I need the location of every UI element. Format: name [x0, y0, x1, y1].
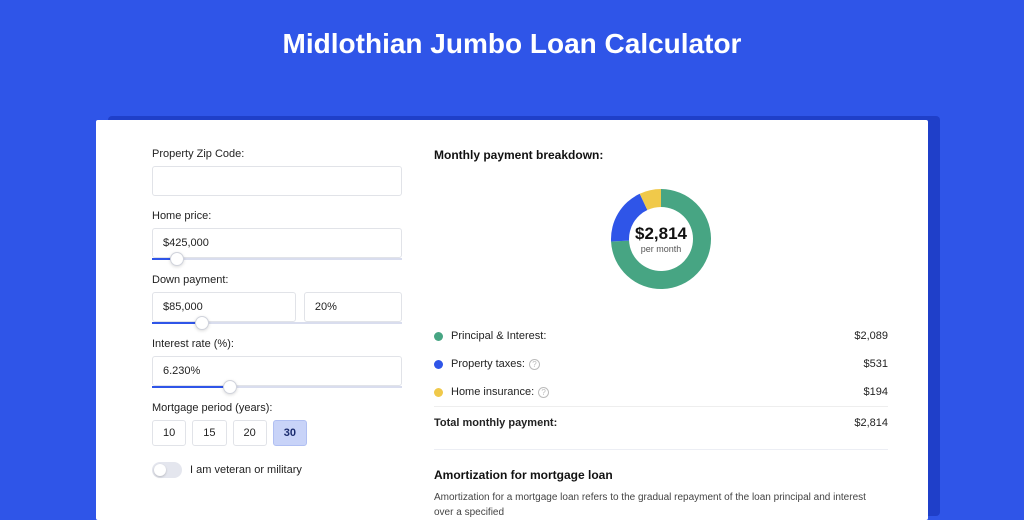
- inputs-panel: Property Zip Code: Home price: Down paym…: [152, 148, 402, 520]
- breakdown-value-total: $2,814: [854, 417, 888, 429]
- period-btn-10[interactable]: 10: [152, 420, 186, 446]
- interest-rate-label: Interest rate (%):: [152, 338, 402, 350]
- home-price-slider[interactable]: [152, 258, 402, 260]
- interest-rate-slider-fill: [152, 386, 230, 388]
- home-price-field-group: Home price:: [152, 210, 402, 260]
- dot-taxes: [434, 360, 443, 369]
- interest-rate-field-group: Interest rate (%):: [152, 338, 402, 388]
- dot-insurance: [434, 388, 443, 397]
- breakdown-label-insurance: Home insurance: ?: [451, 386, 864, 398]
- breakdown-row-insurance: Home insurance: ? $194: [434, 378, 888, 406]
- donut-subtext: per month: [635, 244, 687, 254]
- down-payment-field-group: Down payment:: [152, 274, 402, 324]
- veteran-toggle-row: I am veteran or military: [152, 462, 402, 478]
- period-btn-20[interactable]: 20: [233, 420, 267, 446]
- breakdown-title: Monthly payment breakdown:: [434, 148, 888, 162]
- breakdown-row-principal: Principal & Interest: $2,089: [434, 322, 888, 350]
- interest-rate-slider[interactable]: [152, 386, 402, 388]
- veteran-toggle-label: I am veteran or military: [190, 464, 302, 476]
- breakdown-row-total: Total monthly payment: $2,814: [434, 406, 888, 437]
- mortgage-period-field-group: Mortgage period (years): 10 15 20 30: [152, 402, 402, 446]
- breakdown-row-taxes: Property taxes: ? $531: [434, 350, 888, 378]
- zip-label: Property Zip Code:: [152, 148, 402, 160]
- breakdown-label-total: Total monthly payment:: [434, 417, 854, 429]
- veteran-toggle-knob: [154, 464, 166, 476]
- divider: [434, 449, 888, 450]
- calculator-card: Property Zip Code: Home price: Down paym…: [96, 120, 928, 520]
- info-icon[interactable]: ?: [529, 359, 540, 370]
- down-payment-input[interactable]: [152, 292, 296, 322]
- donut-wrap: $2,814 per month: [434, 176, 888, 302]
- home-price-input[interactable]: [152, 228, 402, 258]
- results-panel: Monthly payment breakdown: $2,814 per mo…: [402, 148, 888, 520]
- breakdown-label-taxes: Property taxes: ?: [451, 358, 864, 370]
- payment-donut: $2,814 per month: [598, 176, 724, 302]
- veteran-toggle[interactable]: [152, 462, 182, 478]
- info-icon[interactable]: ?: [538, 387, 549, 398]
- mortgage-period-label: Mortgage period (years):: [152, 402, 402, 414]
- period-btn-30[interactable]: 30: [273, 420, 307, 446]
- down-payment-slider-thumb[interactable]: [195, 316, 209, 330]
- home-price-label: Home price:: [152, 210, 402, 222]
- breakdown-text-insurance: Home insurance:: [451, 386, 534, 398]
- interest-rate-slider-thumb[interactable]: [223, 380, 237, 394]
- breakdown-value-principal: $2,089: [854, 330, 888, 342]
- period-btn-15[interactable]: 15: [192, 420, 226, 446]
- home-price-slider-thumb[interactable]: [170, 252, 184, 266]
- breakdown-value-taxes: $531: [864, 358, 888, 370]
- amortization-text: Amortization for a mortgage loan refers …: [434, 490, 888, 520]
- page-title: Midlothian Jumbo Loan Calculator: [0, 0, 1024, 84]
- down-payment-percent-input[interactable]: [304, 292, 402, 322]
- mortgage-period-options: 10 15 20 30: [152, 420, 402, 446]
- zip-field-group: Property Zip Code:: [152, 148, 402, 196]
- breakdown-text-taxes: Property taxes:: [451, 358, 525, 370]
- interest-rate-input[interactable]: [152, 356, 402, 386]
- breakdown-value-insurance: $194: [864, 386, 888, 398]
- dot-principal: [434, 332, 443, 341]
- amortization-title: Amortization for mortgage loan: [434, 468, 888, 482]
- down-payment-label: Down payment:: [152, 274, 402, 286]
- down-payment-slider[interactable]: [152, 322, 402, 324]
- donut-center: $2,814 per month: [635, 224, 687, 254]
- donut-amount: $2,814: [635, 224, 687, 244]
- breakdown-label-principal: Principal & Interest:: [451, 330, 854, 342]
- breakdown-text-principal: Principal & Interest:: [451, 330, 546, 342]
- zip-input[interactable]: [152, 166, 402, 196]
